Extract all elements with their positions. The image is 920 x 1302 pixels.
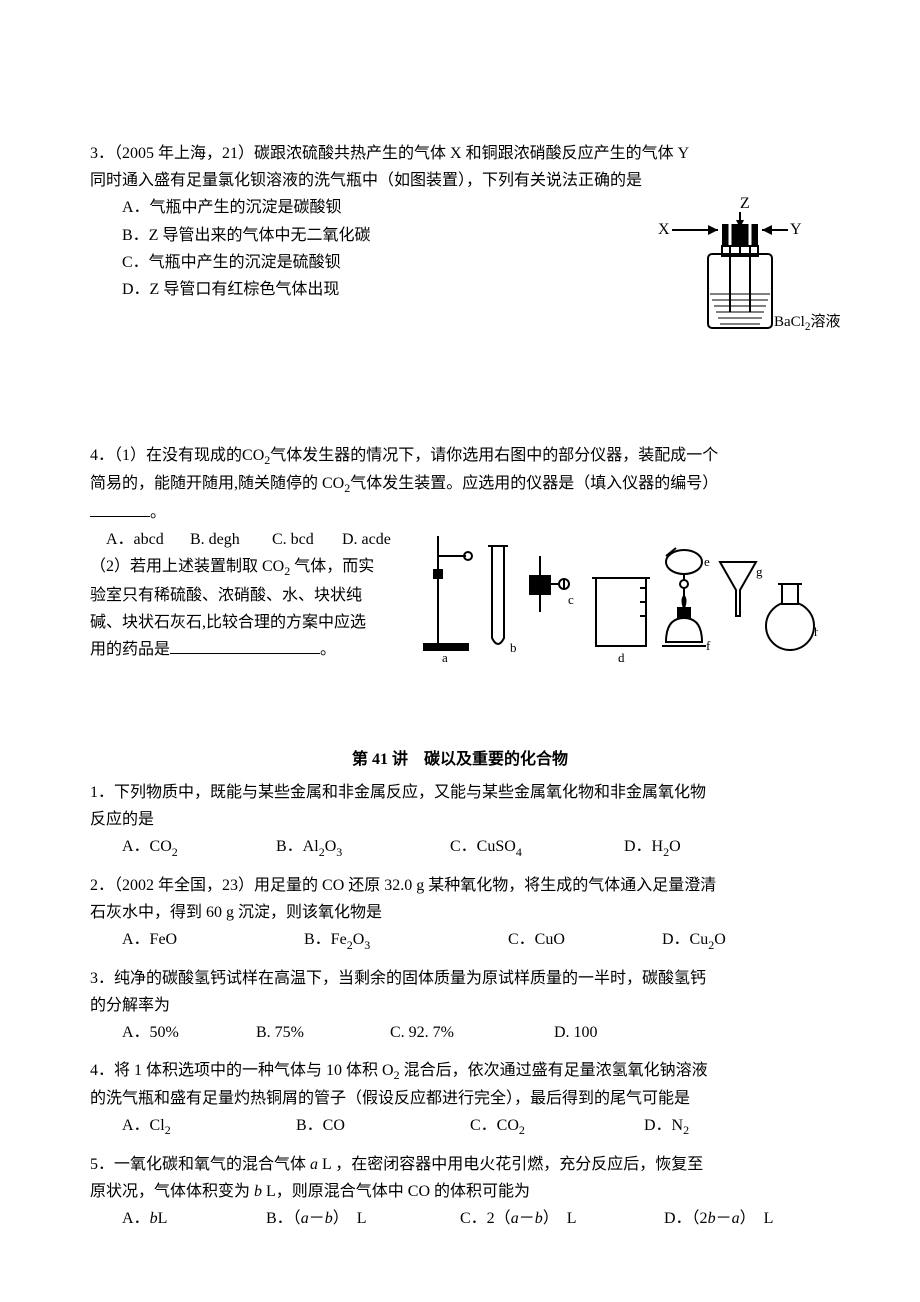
q4-p2-l4: 用的药品是。 bbox=[90, 636, 410, 663]
s3-options: A．50% B. 75% C. 92. 7% D. 100 bbox=[90, 1019, 830, 1046]
q3-fig-label: BaCl2溶液 bbox=[774, 310, 920, 337]
fig-label-z: Z bbox=[740, 195, 750, 212]
svg-text:d: d bbox=[618, 650, 625, 665]
sec-question-5: 5．一氧化碳和氧气的混合气体 a L ，在密闭容器中用电火花引燃，充分反应后，恢… bbox=[90, 1151, 830, 1233]
svg-text:a: a bbox=[442, 650, 448, 665]
sec-question-4: 4．将 1 体积选项中的一种气体与 10 体积 O2 混合后，依次通过盛有足量浓… bbox=[90, 1057, 830, 1141]
s4-options: A．Cl2 B．CO C．CO2 D．N2 bbox=[90, 1112, 830, 1141]
q4-apparatus-figure: a b c bbox=[418, 526, 830, 666]
sec-question-2: 2．（2002 年全国，23）用足量的 CO 还原 32.0 g 某种氧化物，将… bbox=[90, 872, 830, 955]
q4-p2-l2: 验室只有稀硫酸、浓硝酸、水、块状纯 bbox=[90, 582, 410, 609]
q3-number: 3． bbox=[90, 145, 114, 162]
sec-question-1: 1．下列物质中，既能与某些金属和非金属反应，又能与某些金属氧化物和非金属氧化物 … bbox=[90, 779, 830, 862]
svg-text:b: b bbox=[510, 640, 517, 655]
q4-line3: 。 bbox=[90, 499, 830, 526]
q4-p2-l3: 碱、块状石灰石,比较合理的方案中应选 bbox=[90, 609, 410, 636]
question-4: 4．（1）在没有现成的CO2气体发生器的情况下，请你选用右图中的部分仪器，装配成… bbox=[90, 442, 830, 666]
q3-line1: 3．（2005 年上海，21）碳跟浓硫酸共热产生的气体 X 和铜跟浓硝酸反应产生… bbox=[90, 140, 830, 167]
q4-options: A．abcd B. degh C. bcd D. acde bbox=[90, 526, 410, 553]
q4-left-text: A．abcd B. degh C. bcd D. acde （2）若用上述装置制… bbox=[90, 526, 410, 663]
svg-text:h: h bbox=[814, 624, 818, 639]
svg-text:f: f bbox=[706, 638, 711, 653]
section-title: 第 41 讲 碳以及重要的化合物 bbox=[90, 746, 830, 773]
blank-2[interactable] bbox=[170, 637, 320, 654]
apparatus-icon: a b c bbox=[418, 526, 818, 666]
q4-p2-l1: （2）若用上述装置制取 CO2 气体，而实 bbox=[90, 553, 410, 582]
s2-options: A．FeO B．Fe2O3 C．CuO D．Cu2O bbox=[90, 926, 830, 955]
q3-line2: 同时通入盛有足量氯化钡溶液的洗气瓶中（如图装置），下列有关说法正确的是 bbox=[90, 167, 830, 194]
q4-line1: 4．（1）在没有现成的CO2气体发生器的情况下，请你选用右图中的部分仪器，装配成… bbox=[90, 442, 830, 471]
svg-text:e: e bbox=[704, 554, 710, 569]
q3-figure: Z X Y bbox=[630, 194, 830, 371]
svg-text:c: c bbox=[568, 592, 574, 607]
fig-label-x: X bbox=[658, 221, 670, 238]
q3-stem1: （2005 年上海，21）碳跟浓硫酸共热产生的气体 X 和铜跟浓硝酸反应产生的气… bbox=[114, 145, 689, 162]
question-3: 3．（2005 年上海，21）碳跟浓硫酸共热产生的气体 X 和铜跟浓硝酸反应产生… bbox=[90, 140, 830, 372]
blank-1[interactable] bbox=[90, 500, 150, 517]
s1-options: A．CO2 B．Al2O3 C．CuSO4 D．H2O bbox=[90, 833, 830, 862]
fig-label-y: Y bbox=[790, 221, 802, 238]
q4-number: 4． bbox=[90, 447, 114, 464]
q4-line2: 简易的，能随开随用,随关随停的 CO2气体发生装置。应选用的仪器是（填入仪器的编… bbox=[90, 470, 830, 499]
s5-options: A．b L B．（a－b） L C．2（a－b） L D．（2b－a） L bbox=[90, 1205, 830, 1232]
sec-question-3: 3．纯净的碳酸氢钙试样在高温下，当剩余的固体质量为原试样质量的一半时，碳酸氢钙 … bbox=[90, 965, 830, 1047]
svg-text:g: g bbox=[756, 564, 763, 579]
